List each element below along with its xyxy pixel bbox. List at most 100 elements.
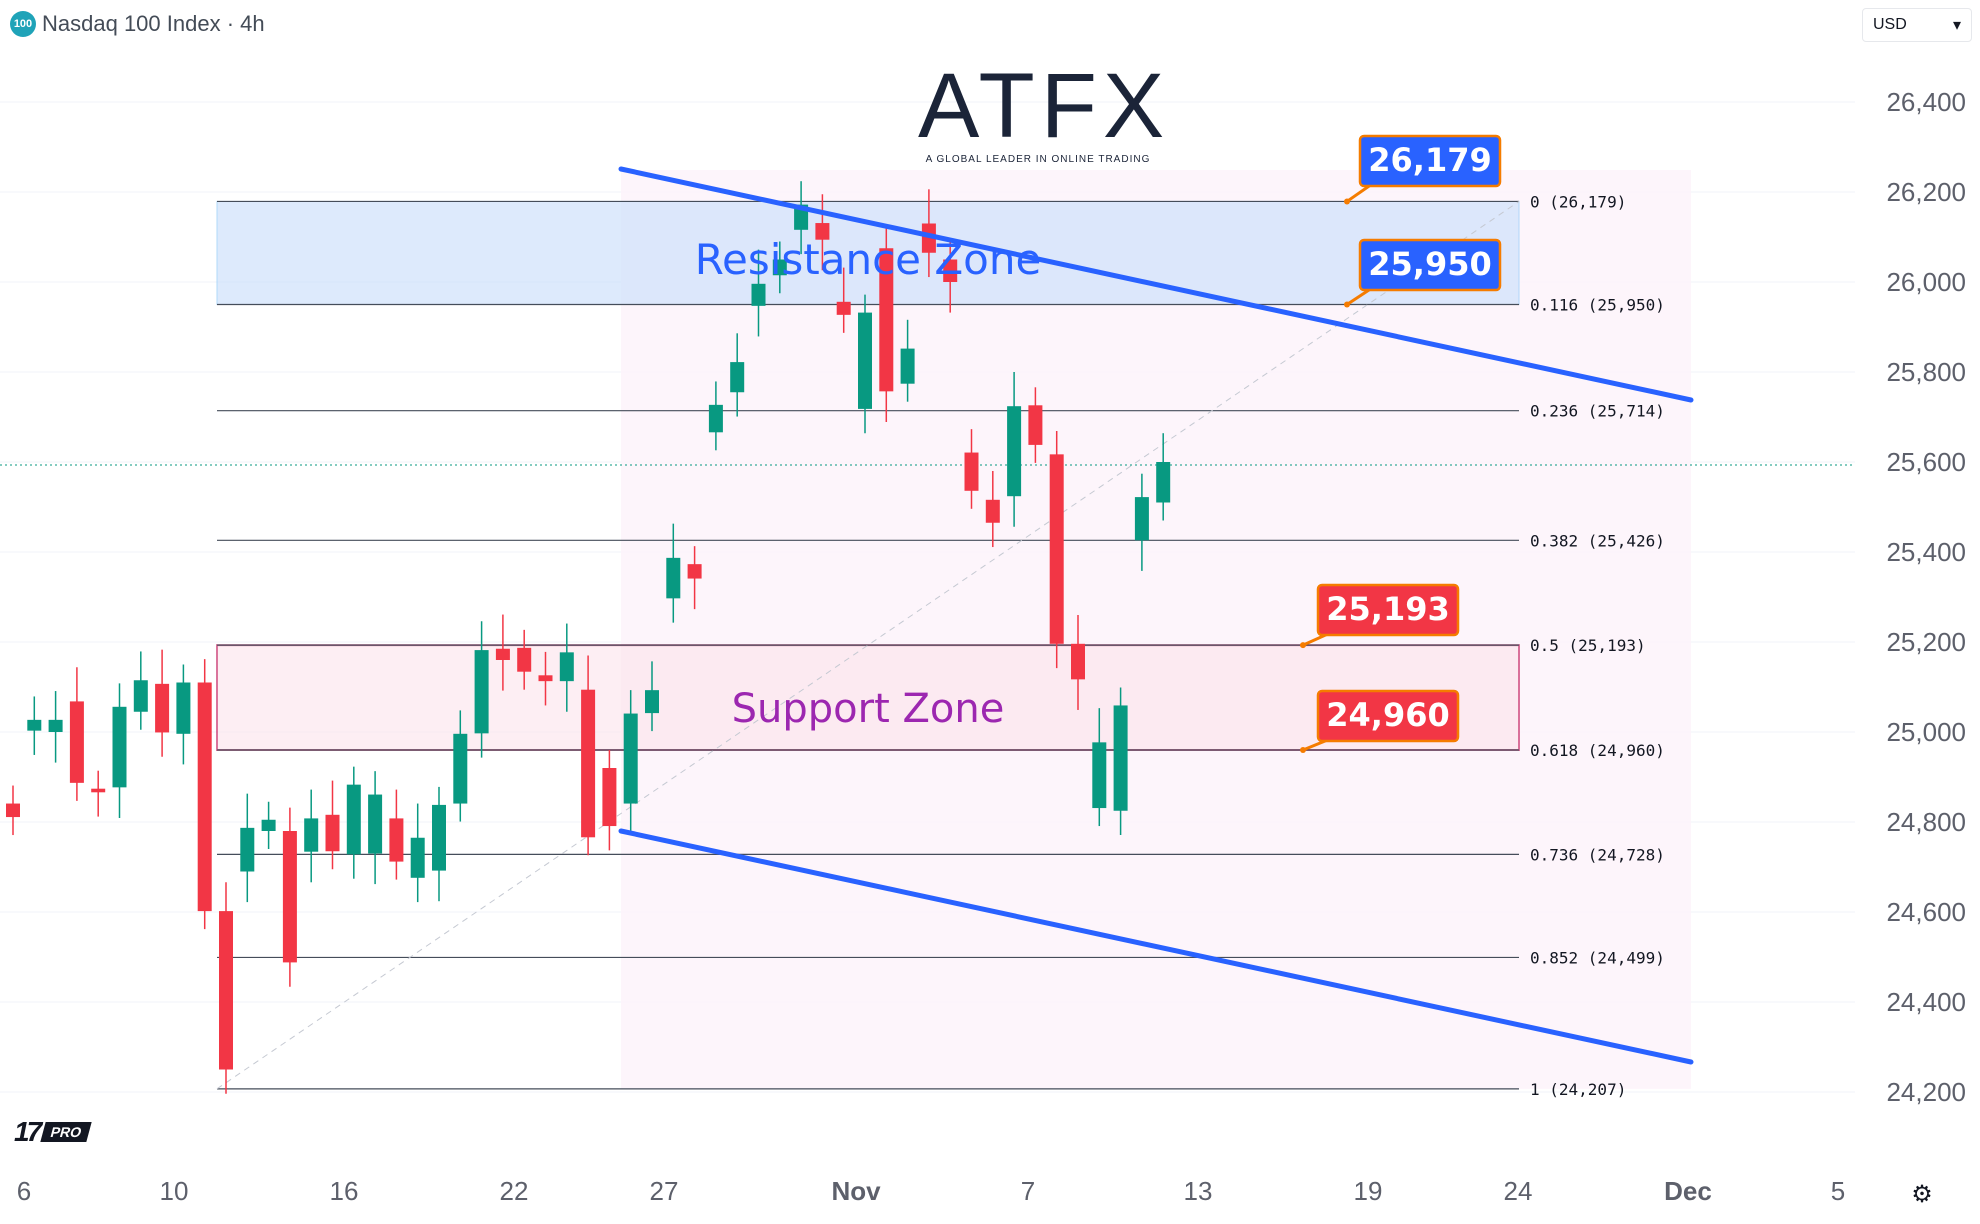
tradingview-logo-icon: 17 <box>14 1116 42 1147</box>
candle-body <box>538 675 553 682</box>
candle-body <box>708 404 723 433</box>
x-tick-label: 19 <box>1354 1176 1383 1206</box>
candle-body <box>453 733 468 804</box>
fib-label: 0.736 (24,728) <box>1530 845 1665 864</box>
tradingview-watermark: 17 PRO <box>14 1116 93 1148</box>
fib-trend-line <box>216 201 1520 1090</box>
resistance-zone-label: Resistance Zone <box>695 235 1042 284</box>
candle-body <box>1134 497 1149 541</box>
candle-body <box>687 564 702 579</box>
logo-word: ATFX <box>918 55 1171 157</box>
candle-body <box>666 557 681 599</box>
resistance-zone <box>216 200 1520 305</box>
candle-body <box>219 911 233 1070</box>
candle-body <box>623 713 638 804</box>
x-tick-label: 10 <box>160 1176 189 1206</box>
candle-body <box>900 348 915 384</box>
gear-icon[interactable]: ⚙ <box>1911 1180 1933 1208</box>
fib-label: 0.116 (25,950) <box>1530 296 1665 315</box>
support-zone <box>216 644 1520 752</box>
channel-upper-line <box>618 166 1694 403</box>
fib-label: 0.382 (25,426) <box>1530 531 1665 550</box>
candle-body <box>1028 405 1043 445</box>
candle-body <box>1071 643 1085 680</box>
candle-body <box>176 682 191 734</box>
price-tag-anchor <box>1344 198 1350 205</box>
candle-body <box>858 312 872 409</box>
y-tick-label: 25,000 <box>1886 717 1966 747</box>
fib-label: 0.852 (24,499) <box>1530 948 1665 967</box>
candle-body <box>346 784 361 855</box>
candle-body <box>879 248 894 392</box>
candle-body <box>410 837 425 878</box>
price-tag-box <box>1316 689 1460 743</box>
candle-body <box>304 818 319 852</box>
price-tag-label: 26,179 <box>1368 141 1491 179</box>
candle-body <box>48 719 63 732</box>
candle-body <box>772 259 787 276</box>
y-tick-label: 24,800 <box>1886 807 1966 837</box>
candle-body <box>197 682 212 912</box>
y-tick-label: 24,200 <box>1886 1077 1966 1107</box>
price-tag-label: 24,960 <box>1326 696 1449 734</box>
x-tick-label: 5 <box>1831 1176 1845 1206</box>
y-tick-label: 25,800 <box>1886 357 1966 387</box>
candle-body <box>985 499 1000 523</box>
candle-body <box>1049 454 1064 644</box>
symbol-title[interactable]: Nasdaq 100 Index · 4h <box>42 11 265 36</box>
x-tick-label: 6 <box>17 1176 31 1206</box>
candle-body <box>943 259 958 282</box>
fib-label: 0.618 (24,960) <box>1530 741 1665 760</box>
y-tick-label: 25,400 <box>1886 537 1966 567</box>
fib-label: 1 (24,207) <box>1530 1080 1626 1099</box>
price-tag-label: 25,193 <box>1326 590 1449 628</box>
y-tick-label: 25,200 <box>1886 627 1966 657</box>
chart-header: 100 Nasdaq 100 Index · 4h <box>10 10 265 38</box>
candle-body <box>240 827 255 872</box>
x-tick-label: Dec <box>1664 1176 1712 1206</box>
candle-body <box>6 803 20 818</box>
candle-body <box>432 804 446 871</box>
price-tag-box <box>1358 134 1502 188</box>
support-zone-label: Support Zone <box>732 686 1005 732</box>
candle-body <box>133 680 148 712</box>
candle-body <box>1113 705 1128 811</box>
candle-body <box>815 223 830 240</box>
y-tick-label: 25,600 <box>1886 447 1966 477</box>
candle-body <box>602 768 617 827</box>
candle-body <box>1007 406 1022 497</box>
currency-label: USD <box>1873 16 1907 33</box>
candle-body <box>836 301 851 315</box>
candle-body <box>474 650 489 734</box>
candle-body <box>282 831 297 963</box>
price-tag-anchor <box>1300 747 1306 753</box>
candle-body <box>1092 742 1107 809</box>
y-tick-label: 24,400 <box>1886 987 1966 1017</box>
candle-body <box>368 794 383 854</box>
price-tag-anchor <box>1344 301 1350 308</box>
price-tag-anchor <box>1300 642 1306 649</box>
fib-label: 0.5 (25,193) <box>1530 636 1646 655</box>
candle-body <box>921 223 936 253</box>
fib-label: 0.236 (25,714) <box>1530 402 1665 421</box>
candle-body <box>27 719 42 731</box>
x-tick-label: 7 <box>1021 1176 1035 1206</box>
x-tick-label: 22 <box>500 1176 529 1206</box>
pro-badge: PRO <box>40 1122 93 1142</box>
candle-body <box>964 452 979 491</box>
x-tick-label: 27 <box>650 1176 679 1206</box>
y-tick-label: 24,600 <box>1886 897 1966 927</box>
x-tick-label: 13 <box>1184 1176 1213 1206</box>
candle-body <box>645 690 659 714</box>
price-tag-label: 25,950 <box>1368 245 1491 283</box>
candle-body <box>559 652 574 682</box>
currency-selector[interactable]: USD ▾ <box>1862 8 1972 42</box>
candle-body <box>495 648 510 660</box>
candle-body <box>730 362 745 393</box>
x-tick-label: Nov <box>831 1176 881 1206</box>
candle-body <box>517 647 532 672</box>
candle-body <box>112 706 127 788</box>
candle-body <box>155 683 170 733</box>
x-tick-label: 16 <box>330 1176 359 1206</box>
